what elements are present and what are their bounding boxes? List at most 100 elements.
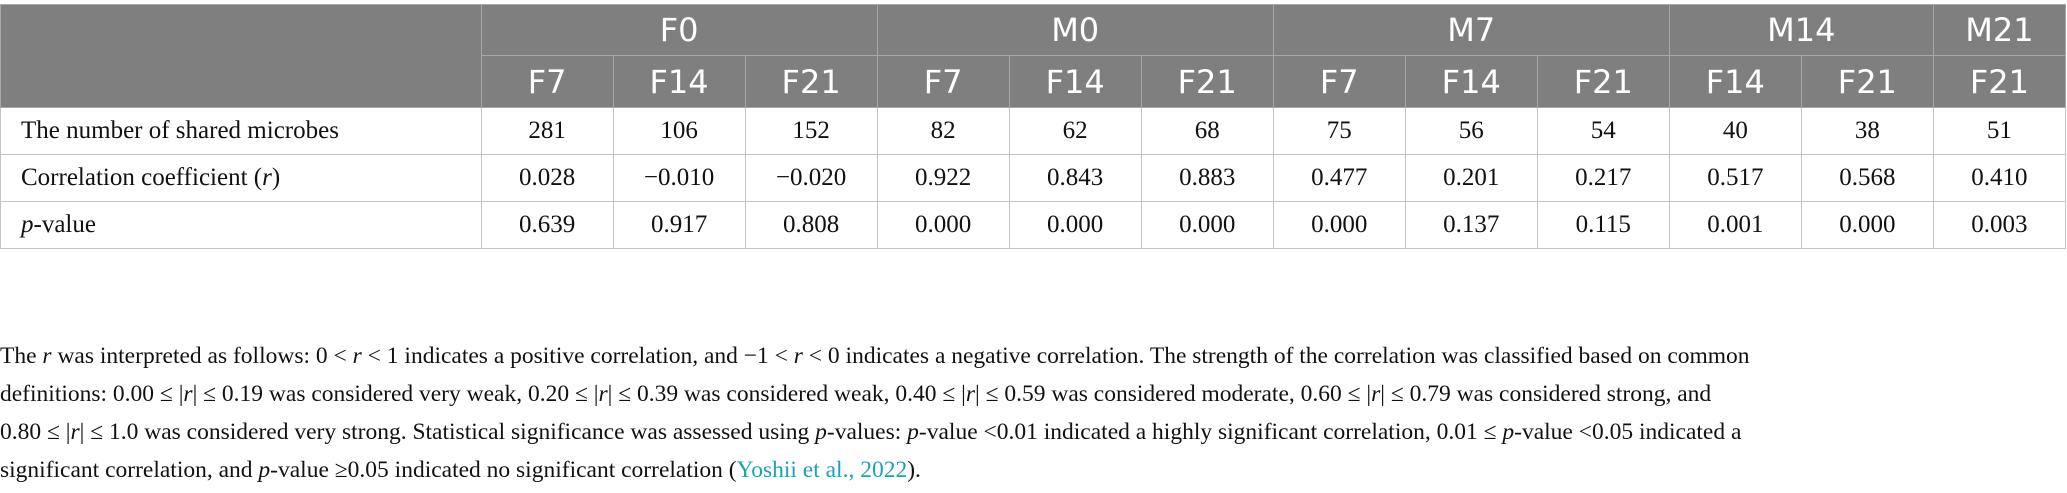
group-header-f0: F0 (480, 4, 878, 56)
subcol-header: F21 (1536, 55, 1670, 108)
table-cell: 0.917 (612, 201, 746, 249)
footnote-line: 0.80 ≤ |r| ≤ 1.0 was considered very str… (0, 413, 2062, 451)
table-cell: 51 (1932, 107, 2067, 155)
header-corner (0, 4, 482, 108)
table-cell: 0.843 (1008, 154, 1142, 202)
subcol-header: F14 (612, 55, 746, 108)
table-cell: 38 (1800, 107, 1934, 155)
table-cell: 0.568 (1800, 154, 1934, 202)
footnote-text: -values: (826, 419, 908, 445)
subcol-header: F14 (1668, 55, 1802, 108)
table-cell: 0.000 (1140, 201, 1274, 249)
footnote-text: < 0 indicates a negative correlation. Th… (802, 343, 1750, 369)
subcol-header: F21 (1140, 55, 1274, 108)
table-cell: 0.003 (1932, 201, 2067, 249)
subcol-header: F7 (1272, 55, 1406, 108)
group-header-row: F0 M0 M7 M14 M21 (0, 4, 2067, 108)
table-cell: 0.201 (1404, 154, 1538, 202)
subcol-header: F21 (1932, 55, 2067, 108)
subcol-header: F21 (744, 55, 878, 108)
table-cell: 0.477 (1272, 154, 1406, 202)
footnote-text: was interpreted as follows: 0 < (51, 343, 353, 369)
row-label: The number of shared microbes (0, 107, 482, 155)
table-cell: 40 (1668, 107, 1802, 155)
table-cell: 82 (876, 107, 1010, 155)
footnote-text: < 1 indicates a positive correlation, an… (361, 343, 794, 369)
footnote-text: | ≤ 1.0 was considered very strong. Stat… (79, 419, 816, 445)
table-cell: 0.000 (1272, 201, 1406, 249)
table-cell: 0.137 (1404, 201, 1538, 249)
footnote-text: 0.80 ≤ | (0, 419, 71, 445)
footnote-text: | ≤ 0.19 was considered very weak, 0.20 … (192, 381, 599, 407)
table-cell: 0.001 (1668, 201, 1802, 249)
subcol-header: F14 (1404, 55, 1538, 108)
correlation-table: F0 M0 M7 M14 M21 F7 F14 F21 F7 F14 F21 F… (0, 4, 2067, 249)
label-variable: p (21, 211, 34, 238)
table-cell: 0.000 (876, 201, 1010, 249)
footnote-text: -value ≥0.05 indicated no significant co… (270, 457, 737, 483)
group-header-m14: M14 (1668, 4, 1934, 56)
subcol-header: F21 (1800, 55, 1934, 108)
table-cell: 0.410 (1932, 154, 2067, 202)
table-cell: 56 (1404, 107, 1538, 155)
footnote-variable: r (598, 381, 608, 407)
subcol-header: F7 (876, 55, 1010, 108)
footnote-text: -value <0.01 indicated a highly signific… (918, 419, 1503, 445)
table-cell: 152 (744, 107, 878, 155)
table-cell: 106 (612, 107, 746, 155)
label-text: Correlation coefficient ( (21, 164, 263, 191)
subcol-header: F14 (1008, 55, 1142, 108)
table-container: F0 M0 M7 M14 M21 F7 F14 F21 F7 F14 F21 F… (0, 4, 2067, 249)
table-cell: 75 (1272, 107, 1406, 155)
footnote-variable: r (352, 343, 362, 369)
table-cell: 0.217 (1536, 154, 1670, 202)
footnote-text: The (0, 343, 43, 369)
group-header-m21: M21 (1932, 4, 2067, 56)
footnote-text: | ≤ 0.59 was considered moderate, 0.60 ≤… (975, 381, 1372, 407)
table-row-shared-microbes: The number of shared microbes 281 106 15… (0, 107, 2067, 155)
footnote-variable: r (793, 343, 803, 369)
footnote-text: -value <0.05 indicated a (1514, 419, 1742, 445)
footnote-variable: p (258, 457, 271, 483)
footnote-text: | ≤ 0.39 was considered weak, 0.40 ≤ | (607, 381, 966, 407)
table-cell: 0.517 (1668, 154, 1802, 202)
footnote-line: The r was interpreted as follows: 0 < r … (0, 337, 2062, 375)
footnote-line: definitions: 0.00 ≤ |r| ≤ 0.19 was consi… (0, 375, 2062, 413)
footnote-text: significant correlation, and (0, 457, 259, 483)
table-cell: 281 (480, 107, 614, 155)
footnote-line: significant correlation, and p-value ≥0.… (0, 451, 2062, 489)
table-cell: 0.639 (480, 201, 614, 249)
table-footnote: The r was interpreted as follows: 0 < r … (0, 337, 2062, 489)
table-cell: 0.000 (1008, 201, 1142, 249)
label-variable: r (262, 164, 272, 191)
table-cell: 0.115 (1536, 201, 1670, 249)
table-cell: 0.028 (480, 154, 614, 202)
footnote-variable: p (907, 419, 919, 445)
table-cell: 0.000 (1800, 201, 1934, 249)
footnote-variable: p (1502, 419, 1515, 445)
table-cell: −0.020 (744, 154, 878, 202)
table-cell: 0.808 (744, 201, 878, 249)
table-cell: 0.922 (876, 154, 1010, 202)
subcolumn-header-row: F7 F14 F21 F7 F14 F21 F7 F14 F21 F14 F21… (1, 55, 2067, 108)
footnote-variable: p (815, 419, 827, 445)
group-header-m7: M7 (1272, 4, 1670, 56)
table-row-p-value: p-value 0.639 0.917 0.808 0.000 0.000 0.… (0, 201, 2067, 249)
label-text: ) (271, 164, 281, 191)
subcol-header: F7 (480, 55, 614, 108)
row-label: Correlation coefficient (r) (0, 154, 482, 202)
footnote-text: | ≤ 0.79 was considered strong, and (1380, 381, 1712, 407)
citation-link[interactable]: Yoshii et al., 2022 (736, 457, 908, 483)
row-label: p-value (0, 201, 482, 249)
table-cell: 54 (1536, 107, 1670, 155)
label-text: -value (33, 211, 96, 238)
footnote-variable: r (183, 381, 193, 407)
table-cell: 62 (1008, 107, 1142, 155)
group-header-m0: M0 (876, 4, 1274, 56)
footnote-variable: r (70, 419, 80, 445)
table-cell: 0.883 (1140, 154, 1274, 202)
footnote-variable: r (42, 343, 52, 369)
footnote-text: ). (907, 457, 921, 483)
footnote-variable: r (965, 381, 976, 407)
table-cell: −0.010 (612, 154, 746, 202)
